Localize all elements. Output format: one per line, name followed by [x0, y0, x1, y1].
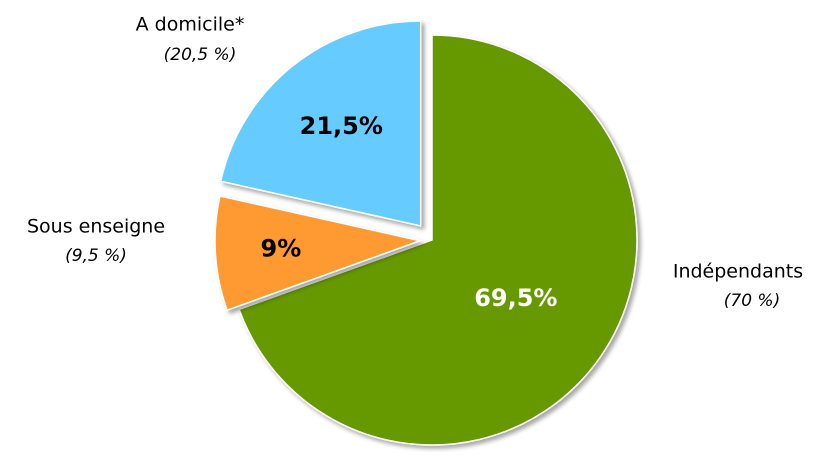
pie-slice	[219, 20, 422, 227]
category-label: Indépendants	[673, 261, 803, 283]
category-label: A domicile*	[136, 14, 245, 36]
value-label: 9%	[261, 235, 302, 263]
pie-slice	[214, 195, 423, 312]
pie	[214, 20, 638, 446]
secondary-label: (9,5 %)	[65, 246, 127, 266]
category-label: Sous enseigne	[27, 216, 165, 238]
secondary-label: (20,5 %)	[164, 45, 237, 65]
value-label: 69,5%	[474, 284, 557, 312]
labels: 69,5% Indépendants (70 %) 9% Sous enseigne (9…	[27, 14, 803, 312]
value-label: 21,5%	[300, 112, 383, 140]
pie-slice	[238, 34, 638, 446]
secondary-label: (70 %)	[724, 291, 780, 311]
